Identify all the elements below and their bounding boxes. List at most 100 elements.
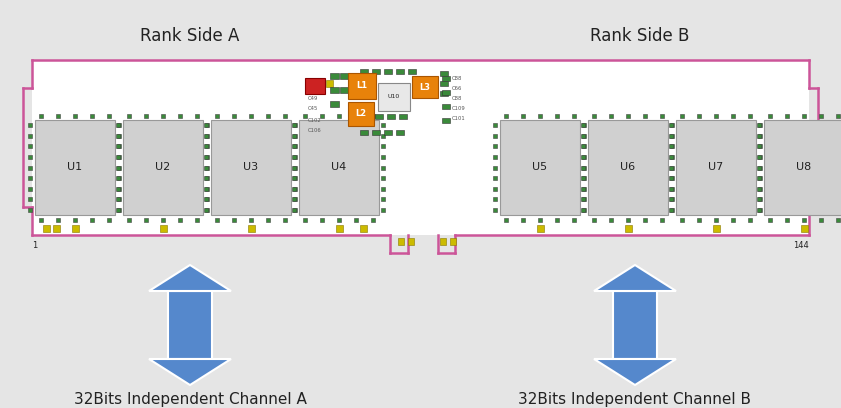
Bar <box>670 155 674 159</box>
Bar <box>90 217 94 222</box>
Bar <box>204 155 209 159</box>
Bar <box>204 123 209 127</box>
Bar <box>384 69 392 74</box>
Bar <box>504 217 508 222</box>
Bar <box>609 217 613 222</box>
Bar <box>494 144 498 148</box>
Text: Rank Side B: Rank Side B <box>590 27 690 45</box>
Bar <box>759 144 763 148</box>
Bar <box>215 217 219 222</box>
Bar <box>127 217 131 222</box>
Bar <box>748 217 752 222</box>
Bar <box>293 155 297 159</box>
Bar <box>118 197 121 202</box>
Bar <box>387 114 395 119</box>
Bar <box>714 217 718 222</box>
Bar <box>442 76 450 81</box>
Bar <box>73 217 77 222</box>
Bar <box>337 113 341 118</box>
Bar <box>320 113 324 118</box>
Text: 32Bits Independent Channel B: 32Bits Independent Channel B <box>519 392 752 407</box>
Bar <box>340 87 349 93</box>
Bar <box>613 291 657 359</box>
Bar <box>320 217 324 222</box>
Bar <box>90 113 94 118</box>
Bar <box>670 123 674 127</box>
Bar <box>758 155 761 159</box>
Bar <box>442 118 450 123</box>
Bar <box>555 217 559 222</box>
Bar <box>758 123 761 127</box>
Bar <box>670 187 674 191</box>
Bar <box>758 208 761 212</box>
Bar <box>494 155 498 159</box>
Bar <box>72 225 79 232</box>
Bar <box>731 217 735 222</box>
Bar <box>29 155 33 159</box>
Bar <box>759 123 763 127</box>
Text: L1: L1 <box>357 82 368 91</box>
Bar <box>669 155 674 159</box>
Bar <box>408 69 416 74</box>
Bar <box>195 113 199 118</box>
Text: C106: C106 <box>308 127 322 133</box>
Bar <box>161 113 165 118</box>
Bar <box>294 176 298 180</box>
Bar <box>204 187 209 191</box>
Bar <box>178 217 182 222</box>
Bar <box>382 123 385 127</box>
Bar <box>204 208 209 212</box>
Bar <box>669 187 674 191</box>
Bar <box>660 113 664 118</box>
Bar <box>382 134 385 137</box>
Bar <box>118 123 121 127</box>
Text: L2: L2 <box>356 109 367 118</box>
Bar <box>29 197 33 202</box>
Bar <box>382 166 385 169</box>
Bar <box>371 113 375 118</box>
Bar <box>293 123 297 127</box>
Bar <box>670 144 674 148</box>
Bar <box>759 155 763 159</box>
Bar <box>204 144 209 148</box>
Bar <box>293 208 297 212</box>
Bar <box>56 217 60 222</box>
Bar <box>372 130 380 135</box>
Bar <box>117 197 120 202</box>
Bar <box>583 187 586 191</box>
Bar <box>412 76 438 98</box>
Bar <box>538 113 542 118</box>
Bar <box>697 113 701 118</box>
Bar <box>303 217 307 222</box>
Bar <box>399 114 407 119</box>
Text: C101: C101 <box>452 115 466 120</box>
Bar <box>118 134 121 137</box>
Bar <box>205 123 209 127</box>
Bar <box>583 155 586 159</box>
Bar <box>494 187 498 191</box>
Bar <box>669 197 674 202</box>
Bar <box>294 197 298 202</box>
Bar <box>500 120 580 215</box>
Bar <box>758 176 761 180</box>
Bar <box>714 113 718 118</box>
Bar <box>205 187 209 191</box>
Bar <box>494 208 498 212</box>
Bar <box>195 217 199 222</box>
Bar <box>583 208 586 212</box>
Bar <box>205 197 209 202</box>
Bar <box>759 176 763 180</box>
Bar <box>494 134 498 137</box>
Bar <box>215 113 219 118</box>
Bar <box>204 166 209 169</box>
Bar <box>697 217 701 222</box>
Bar <box>117 155 120 159</box>
Bar <box>211 120 291 215</box>
Bar <box>408 238 414 245</box>
Text: U1: U1 <box>67 162 82 173</box>
Bar <box>759 197 763 202</box>
Bar <box>340 73 349 79</box>
Bar <box>758 134 761 137</box>
Bar <box>294 187 298 191</box>
Bar <box>759 134 763 137</box>
